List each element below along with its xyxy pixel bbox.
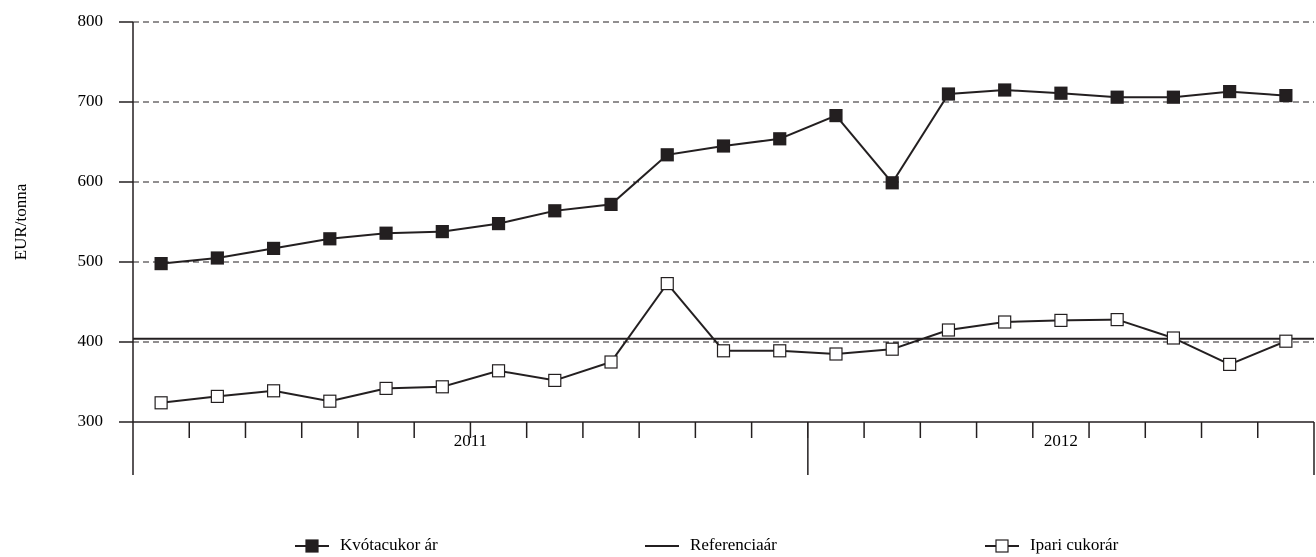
point-marker: [379, 381, 393, 395]
point-marker: [660, 277, 674, 291]
y-tick-label: 500: [78, 251, 104, 270]
y-tick-label: 800: [78, 11, 104, 30]
y-tick-label: 600: [78, 171, 104, 190]
point-marker: [1279, 334, 1293, 348]
point-marker: [210, 389, 224, 403]
point-marker: [1166, 331, 1181, 345]
point-marker: [998, 83, 1012, 97]
point-marker: [604, 355, 618, 369]
legend-label: Kvótacukor ár: [340, 535, 438, 554]
point-marker: [1166, 90, 1181, 104]
x-group-label: 2012: [1044, 431, 1078, 450]
point-marker: [491, 217, 506, 231]
point-marker: [1223, 84, 1237, 99]
point-marker: [1054, 86, 1068, 100]
point-marker: [154, 396, 168, 410]
point-marker: [266, 241, 281, 255]
point-marker: [941, 323, 956, 337]
x-group-label: 2011: [454, 431, 487, 450]
point-marker: [210, 251, 224, 265]
point-marker: [435, 380, 449, 394]
point-marker: [998, 315, 1012, 329]
point-marker: [1110, 313, 1124, 327]
point-marker: [773, 132, 787, 146]
point-marker: [154, 257, 168, 271]
point-marker: [660, 148, 674, 162]
point-marker: [323, 394, 337, 408]
legend-label: Referenciaár: [690, 535, 777, 554]
point-marker: [379, 226, 393, 240]
point-marker: [1223, 357, 1237, 371]
point-marker: [941, 87, 956, 101]
series-line: [161, 281, 1287, 404]
y-tick-label: 400: [78, 331, 104, 350]
point-marker: [1110, 90, 1124, 104]
y-tick-label: 700: [78, 91, 104, 110]
point-marker: [885, 342, 899, 356]
legend-marker: [305, 539, 319, 553]
point-marker: [491, 364, 506, 378]
point-marker: [323, 232, 337, 246]
y-axis-label: EUR/tonna: [11, 183, 30, 260]
point-marker: [829, 108, 843, 123]
point-marker: [1054, 313, 1068, 327]
point-marker: [266, 384, 281, 398]
point-marker: [716, 344, 731, 358]
point-marker: [773, 344, 787, 358]
point-marker: [435, 225, 449, 239]
point-marker: [548, 373, 562, 387]
point-marker: [716, 139, 731, 153]
point-marker: [1279, 88, 1293, 103]
point-marker: [604, 197, 618, 211]
point-marker: [885, 176, 899, 190]
y-tick-label: 300: [78, 411, 104, 430]
legend-label: Ipari cukorár: [1030, 535, 1119, 554]
point-marker: [548, 204, 562, 218]
legend-marker: [995, 539, 1009, 553]
point-marker: [829, 347, 843, 361]
